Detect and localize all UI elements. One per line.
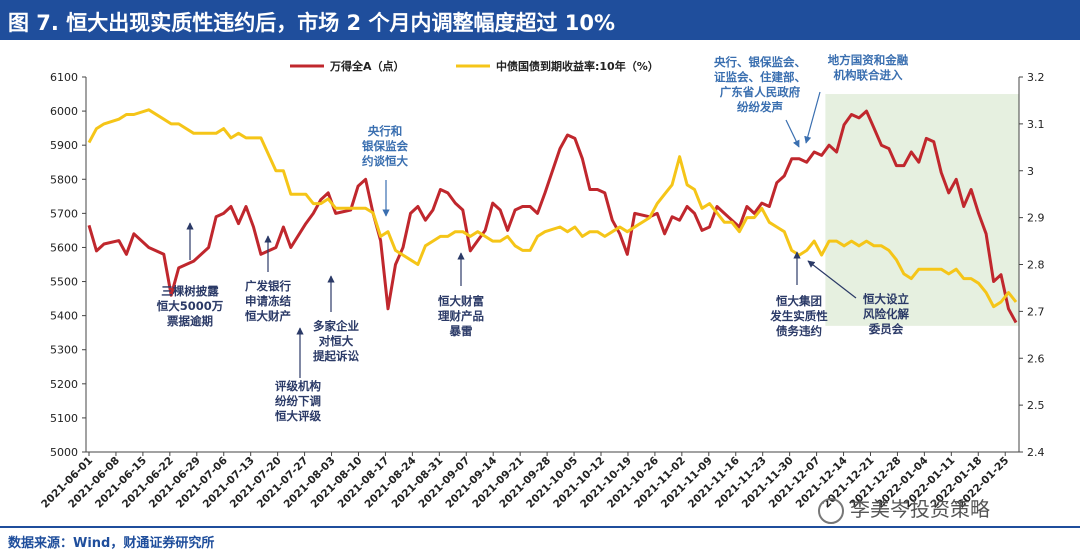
annotation-arrow <box>807 260 857 299</box>
annotation-text: 央行、银保监会、 <box>714 55 806 69</box>
y-left-tick-label: 5800 <box>50 173 78 186</box>
y-left-tick-label: 5100 <box>50 412 78 425</box>
legend-label: 万得全A（点） <box>329 59 405 73</box>
y-left-tick-label: 5500 <box>50 276 78 289</box>
annotation-text: 广东省人民政府 <box>720 85 801 99</box>
y-left-tick-label: 5600 <box>50 241 78 254</box>
annotation-text: 约谈恒大 <box>362 154 408 168</box>
y-left-tick-label: 5300 <box>50 344 78 357</box>
annotation-text: 发生实质性 <box>769 309 828 323</box>
y-right-tick-label: 2.8 <box>1027 259 1045 272</box>
y-right-tick-label: 2.4 <box>1027 446 1045 459</box>
series-line-wind-a <box>87 109 1018 324</box>
y-right-tick-label: 2.9 <box>1027 212 1045 225</box>
annotation-text: 恒大财产 <box>245 309 291 323</box>
y-right-tick-label: 3 <box>1027 165 1034 178</box>
y-left-tick-label: 5400 <box>50 310 78 323</box>
y-left-tick-label: 5200 <box>50 378 78 391</box>
annotation-text: 对恒大 <box>319 334 354 348</box>
annotation-text: 恒大评级 <box>275 409 321 423</box>
y-left-tick-label: 5900 <box>50 139 78 152</box>
annotation-text: 票据逾期 <box>167 314 213 328</box>
annotation-text: 评级机构 <box>275 379 321 393</box>
annotation-text: 机构联合进入 <box>834 68 903 82</box>
y-right-tick-label: 2.6 <box>1027 352 1045 365</box>
watermark-text: 李美岑投资策略 <box>850 497 990 521</box>
y-left-tick-label: 5000 <box>50 446 78 459</box>
y-right-tick-label: 3.1 <box>1027 118 1045 131</box>
legend-label: 中债国债到期收益率:10年（%） <box>496 59 659 73</box>
annotation-text: 纷纷发声 <box>737 100 783 114</box>
annotation-text: 恒大集团 <box>776 294 822 308</box>
annotation-text: 多家企业 <box>313 319 359 333</box>
shaded-period <box>825 94 1019 326</box>
annotation-text: 地方国资和金融 <box>828 53 909 67</box>
annotation-text: 暴雷 <box>449 324 473 338</box>
annotation-arrow <box>785 119 800 148</box>
footer-divider <box>0 526 1080 528</box>
title-bar: 图 7. 恒大出现实质性违约后，市场 2 个月内调整幅度超过 10% <box>0 0 1080 40</box>
watermark: 李美岑投资策略 <box>818 493 990 524</box>
annotation-text: 央行和 <box>368 124 403 138</box>
annotation-text: 申请冻结 <box>245 294 291 308</box>
annotation-text: 银保监会 <box>362 139 408 153</box>
annotation-text: 恒大5000万 <box>157 299 224 313</box>
y-right-tick-label: 2.5 <box>1027 399 1045 412</box>
y-left-tick-label: 6000 <box>50 105 78 118</box>
annotation-text: 提起诉讼 <box>313 349 359 363</box>
y-right-tick-label: 3.2 <box>1027 71 1045 84</box>
y-left-tick-label: 5700 <box>50 207 78 220</box>
y-right-tick-label: 2.7 <box>1027 305 1045 318</box>
source-note: 数据来源：Wind，财通证券研究所 <box>8 536 215 551</box>
annotation-arrow <box>804 91 821 144</box>
series-line-bond-yield <box>87 108 1018 309</box>
annotation-text: 风险化解 <box>863 307 909 321</box>
line-chart: 5000 5100 5200 5300 5400 5500 5600 5700 5800 5900… <box>39 53 1045 511</box>
page-title: 图 7. 恒大出现实质性违约后，市场 2 个月内调整幅度超过 10% <box>8 11 616 35</box>
wechat-icon <box>818 497 844 524</box>
annotation-text: 证监会、住建部、 <box>714 70 806 84</box>
annotation-text: 债务违约 <box>776 324 822 338</box>
annotation-text: 三棵树披露 <box>161 284 219 298</box>
y-left-tick-label: 6100 <box>50 71 78 84</box>
annotation-text: 理财产品 <box>438 309 484 323</box>
annotation-text: 恒大设立 <box>863 292 909 306</box>
annotation-text: 广发银行 <box>245 279 291 293</box>
annotation-text: 委员会 <box>868 322 904 336</box>
annotation-text: 恒大财富 <box>438 294 484 308</box>
annotation-text: 纷纷下调 <box>275 394 321 408</box>
